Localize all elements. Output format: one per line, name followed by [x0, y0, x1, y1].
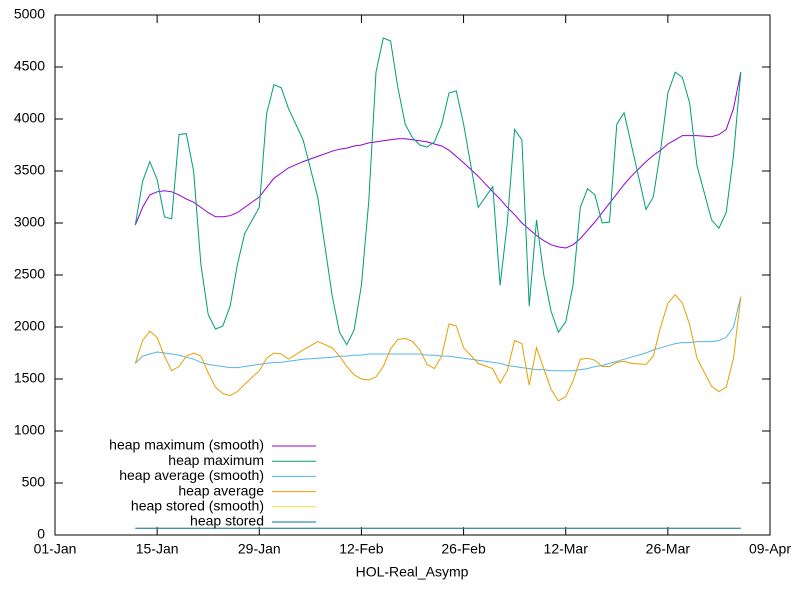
- y-tick-label: 4500: [14, 58, 45, 74]
- y-tick-label: 4000: [14, 110, 45, 126]
- x-tick-label: 26-Mar: [646, 541, 691, 557]
- x-tick-label: 12-Feb: [339, 541, 384, 557]
- y-tick-label: 2000: [14, 318, 45, 334]
- legend-label: heap stored: [190, 513, 264, 529]
- y-tick-label: 3500: [14, 162, 45, 178]
- legend-label: heap average: [178, 482, 264, 498]
- x-tick-label: 09-Apr: [749, 541, 791, 557]
- x-tick-label: 26-Feb: [441, 541, 486, 557]
- series-line: [134, 37, 742, 346]
- x-axis-label: HOL-Real_Asymp: [356, 564, 469, 580]
- y-tick-label: 1500: [14, 370, 45, 386]
- x-tick-label: 15-Jan: [136, 541, 179, 557]
- y-tick-label: 2500: [14, 266, 45, 282]
- x-tick-label: 29-Jan: [238, 541, 281, 557]
- legend-label: heap stored (smooth): [131, 498, 264, 514]
- x-tick-label: 01-Jan: [34, 541, 77, 557]
- y-tick-label: 500: [22, 474, 46, 490]
- legend-label: heap maximum (smooth): [109, 437, 264, 453]
- y-tick-label: 5000: [14, 6, 45, 22]
- y-tick-label: 0: [37, 526, 45, 542]
- series-line: [134, 72, 742, 249]
- y-tick-label: 3000: [14, 214, 45, 230]
- legend-label: heap maximum: [168, 452, 264, 468]
- series-line: [134, 294, 742, 402]
- y-tick-label: 1000: [14, 422, 45, 438]
- x-tick-label: 12-Mar: [544, 541, 589, 557]
- series-line: [134, 296, 742, 372]
- legend-label: heap average (smooth): [119, 467, 264, 483]
